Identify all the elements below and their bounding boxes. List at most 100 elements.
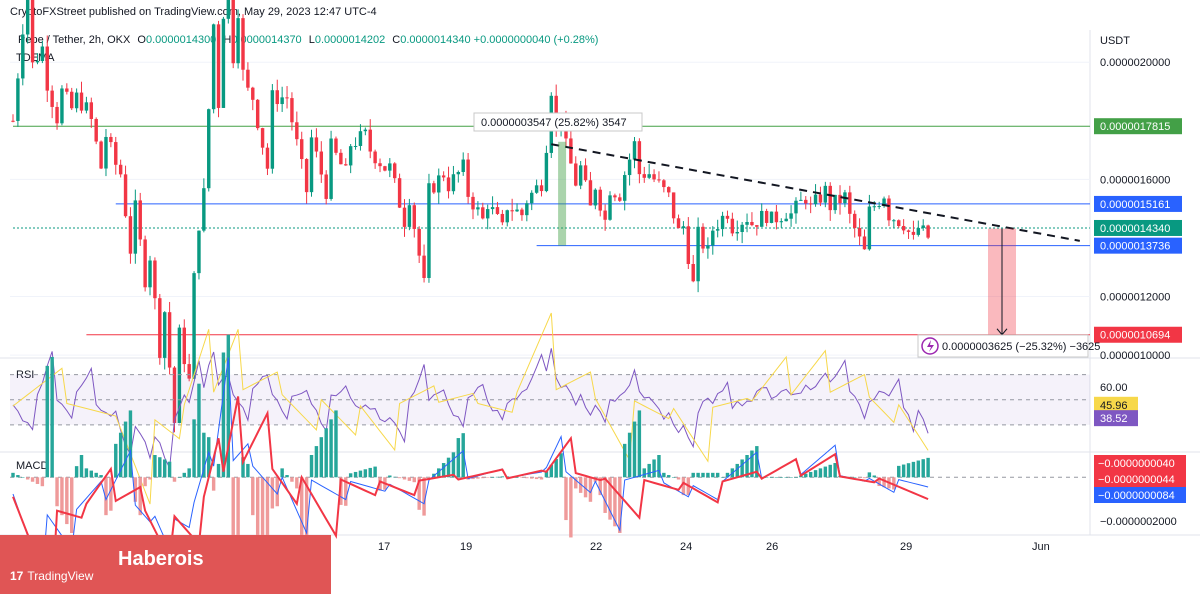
- macd-histogram-bar: [300, 477, 304, 549]
- macd-histogram-bar: [667, 475, 671, 478]
- level-price-tag: [1094, 326, 1182, 343]
- x-axis-tick: Jun: [1032, 541, 1050, 553]
- macd-histogram-bar: [657, 455, 661, 478]
- candle-body: [275, 90, 279, 105]
- rsi-pane-label[interactable]: RSI: [16, 369, 34, 381]
- price-axis-tick: 0.0000012000: [1100, 292, 1170, 304]
- macd-histogram-bar: [804, 473, 808, 478]
- candle-body: [427, 183, 431, 278]
- candle-body: [911, 231, 916, 235]
- macd-histogram-bar: [867, 472, 872, 478]
- candle-body: [887, 198, 891, 221]
- candle-body: [696, 226, 700, 282]
- candle-body: [730, 218, 735, 234]
- candle-body: [637, 141, 642, 175]
- candle-body: [892, 220, 896, 222]
- macd-histogram-bar: [637, 410, 642, 478]
- macd-histogram-bar: [30, 477, 35, 482]
- symbol-name[interactable]: Pepe / Tether, 2h, OKX: [18, 34, 131, 46]
- candle-body: [348, 146, 353, 166]
- candle-body: [667, 187, 671, 193]
- macd-histogram-bar: [701, 472, 705, 478]
- macd-histogram-bar: [226, 334, 231, 478]
- x-axis-tick: 26: [766, 541, 778, 553]
- candle-body: [588, 180, 593, 206]
- macd-histogram-bar: [148, 477, 152, 480]
- candle-body: [916, 227, 921, 235]
- candle-body: [799, 199, 803, 201]
- macd-histogram-bar: [339, 477, 343, 505]
- descending-trendline: [551, 143, 1080, 242]
- candle-body: [662, 180, 666, 188]
- macd-histogram-bar: [114, 443, 118, 478]
- level-price-label: 0.0000017815: [1100, 121, 1170, 133]
- candle-body: [45, 46, 49, 91]
- macd-histogram-bar: [755, 446, 759, 478]
- candle-body: [236, 18, 240, 64]
- low-label: L: [308, 34, 315, 46]
- candle-body: [530, 192, 534, 204]
- candle-body: [769, 211, 774, 223]
- macd-histogram-bar: [711, 472, 715, 478]
- candle-body: [353, 145, 358, 147]
- candle-body: [21, 34, 25, 79]
- level-price-tag: [1094, 237, 1182, 254]
- open-label: O: [137, 34, 146, 46]
- price-axis-tick: 0.0000020000: [1100, 57, 1170, 69]
- candle-body: [715, 229, 720, 231]
- macd-histogram-bar: [544, 470, 549, 478]
- candle-body: [158, 298, 162, 358]
- macd-pane-label[interactable]: MACD: [16, 460, 49, 472]
- macd-histogram-bar: [437, 468, 441, 478]
- macd-histogram-bar: [569, 477, 573, 538]
- candle-body: [906, 230, 911, 232]
- macd-histogram-bar: [290, 477, 294, 482]
- macd-histogram-bar: [857, 477, 862, 478]
- candle-body: [833, 194, 837, 211]
- close-label: C: [392, 34, 401, 46]
- macd-histogram-bar: [187, 468, 191, 478]
- macd-histogram-bar: [285, 475, 289, 478]
- candle-body: [818, 194, 823, 203]
- candle-body: [89, 102, 94, 119]
- loss-range-label: 0.0000003625 (−25.32%) −3625: [942, 341, 1100, 353]
- candle-body: [456, 171, 461, 175]
- candle-body: [138, 200, 142, 240]
- macd-histogram-bar: [461, 433, 465, 478]
- candle-body: [784, 218, 788, 222]
- macd-histogram-bar: [882, 477, 886, 488]
- macd-value: −0.0000000084: [1098, 490, 1175, 502]
- candle-body: [593, 189, 598, 206]
- macd-histogram-bar: [456, 438, 461, 478]
- macd-value: −0.0000000044: [1098, 474, 1175, 486]
- open-value: 0.0000014300: [145, 34, 217, 46]
- candle-body: [897, 220, 901, 227]
- x-axis-tick: 22: [590, 541, 602, 553]
- macd-histogram-bar: [500, 476, 505, 478]
- macd-histogram-bar: [158, 457, 162, 478]
- candle-body: [926, 225, 930, 238]
- candle-body: [608, 195, 612, 220]
- macd-histogram-bar: [392, 476, 397, 478]
- candle-body: [627, 159, 632, 176]
- macd-histogram-bar: [598, 477, 602, 496]
- candle-body: [216, 24, 221, 108]
- candle-body: [574, 163, 578, 186]
- macd-histogram-bar: [789, 477, 793, 478]
- candle-body: [735, 232, 739, 234]
- macd-histogram-bar: [334, 410, 338, 478]
- candle-body: [207, 109, 211, 189]
- macd-histogram-bar: [50, 356, 54, 478]
- macd-histogram-bar: [280, 468, 284, 478]
- candle-body: [852, 213, 857, 229]
- macd-histogram-bar: [828, 464, 832, 478]
- candle-body: [241, 18, 245, 70]
- candle-body: [481, 207, 485, 219]
- indicator-tdema-label[interactable]: TDEMA: [16, 52, 55, 64]
- candle-body: [182, 327, 186, 365]
- candle-body: [329, 138, 333, 199]
- macd-histogram-bar: [833, 463, 837, 478]
- candle-body: [70, 91, 74, 109]
- macd-histogram-bar: [476, 477, 480, 479]
